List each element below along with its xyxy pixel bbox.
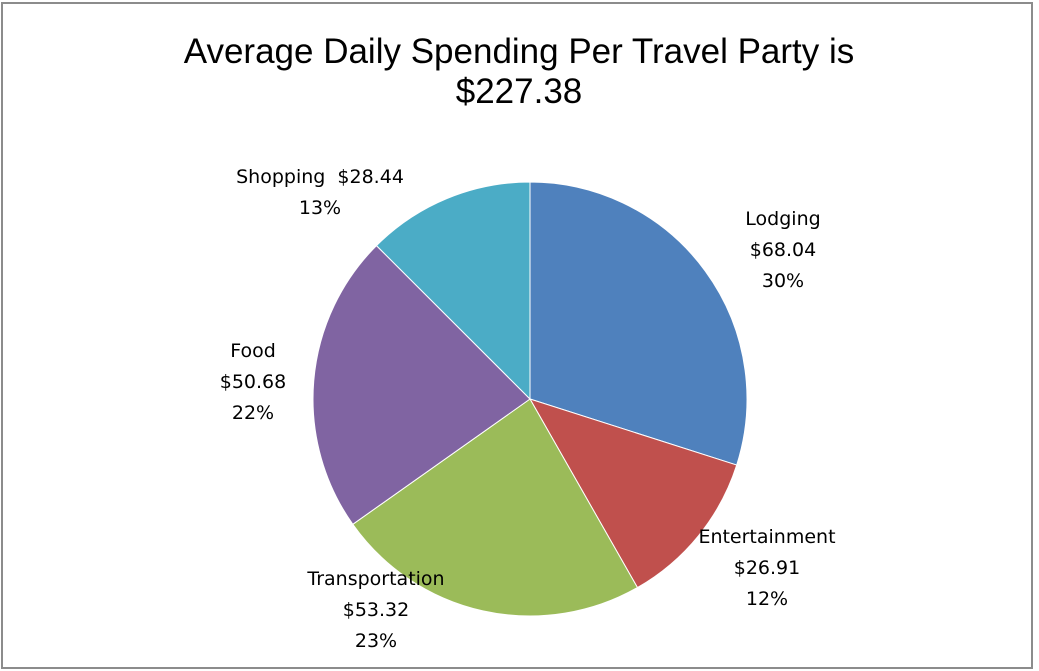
slice-value-food: $50.68: [219, 371, 287, 393]
slice-label-transportation: Transportation $53.32 23%: [296, 564, 456, 657]
pie-slice-lodging: [529, 181, 748, 466]
slice-label-shopping: Shopping $28.44 13%: [225, 162, 415, 224]
chart-title: Average Daily Spending Per Travel Party …: [3, 32, 1035, 112]
slice-percent-entertainment: 12%: [745, 588, 789, 610]
slice-name-lodging: Lodging: [745, 208, 821, 230]
slice-name-value-shopping: Shopping $28.44: [225, 162, 415, 193]
slice-percent-food: 22%: [231, 402, 275, 424]
slice-name-shopping: Shopping: [236, 166, 326, 188]
slice-percent-shopping: 13%: [298, 197, 342, 219]
pie-slice-transportation: [352, 398, 639, 617]
pie-slice-food: [312, 244, 531, 525]
slice-value-shopping: $28.44: [337, 166, 404, 188]
pie-slice-entertainment: [528, 398, 738, 589]
chart-title-line-2: $227.38: [455, 72, 583, 111]
slice-name-entertainment: Entertainment: [698, 526, 836, 548]
slice-label-lodging: Lodging $68.04 30%: [703, 204, 863, 297]
slice-percent-transportation: 23%: [354, 630, 398, 652]
slice-percent-lodging: 30%: [761, 270, 805, 292]
slice-name-transportation: Transportation: [307, 568, 445, 590]
slice-value-transportation: $53.32: [342, 599, 410, 621]
slice-value-lodging: $68.04: [749, 239, 817, 261]
pie-slice-shopping: [375, 181, 531, 401]
slice-label-entertainment: Entertainment $26.91 12%: [687, 522, 847, 615]
slice-value-entertainment: $26.91: [733, 557, 801, 579]
pie-chart: [312, 181, 748, 617]
slice-name-food: Food: [230, 340, 276, 362]
slice-label-food: Food $50.68 22%: [173, 336, 333, 429]
chart-title-line-1: Average Daily Spending Per Travel Party …: [183, 32, 855, 71]
